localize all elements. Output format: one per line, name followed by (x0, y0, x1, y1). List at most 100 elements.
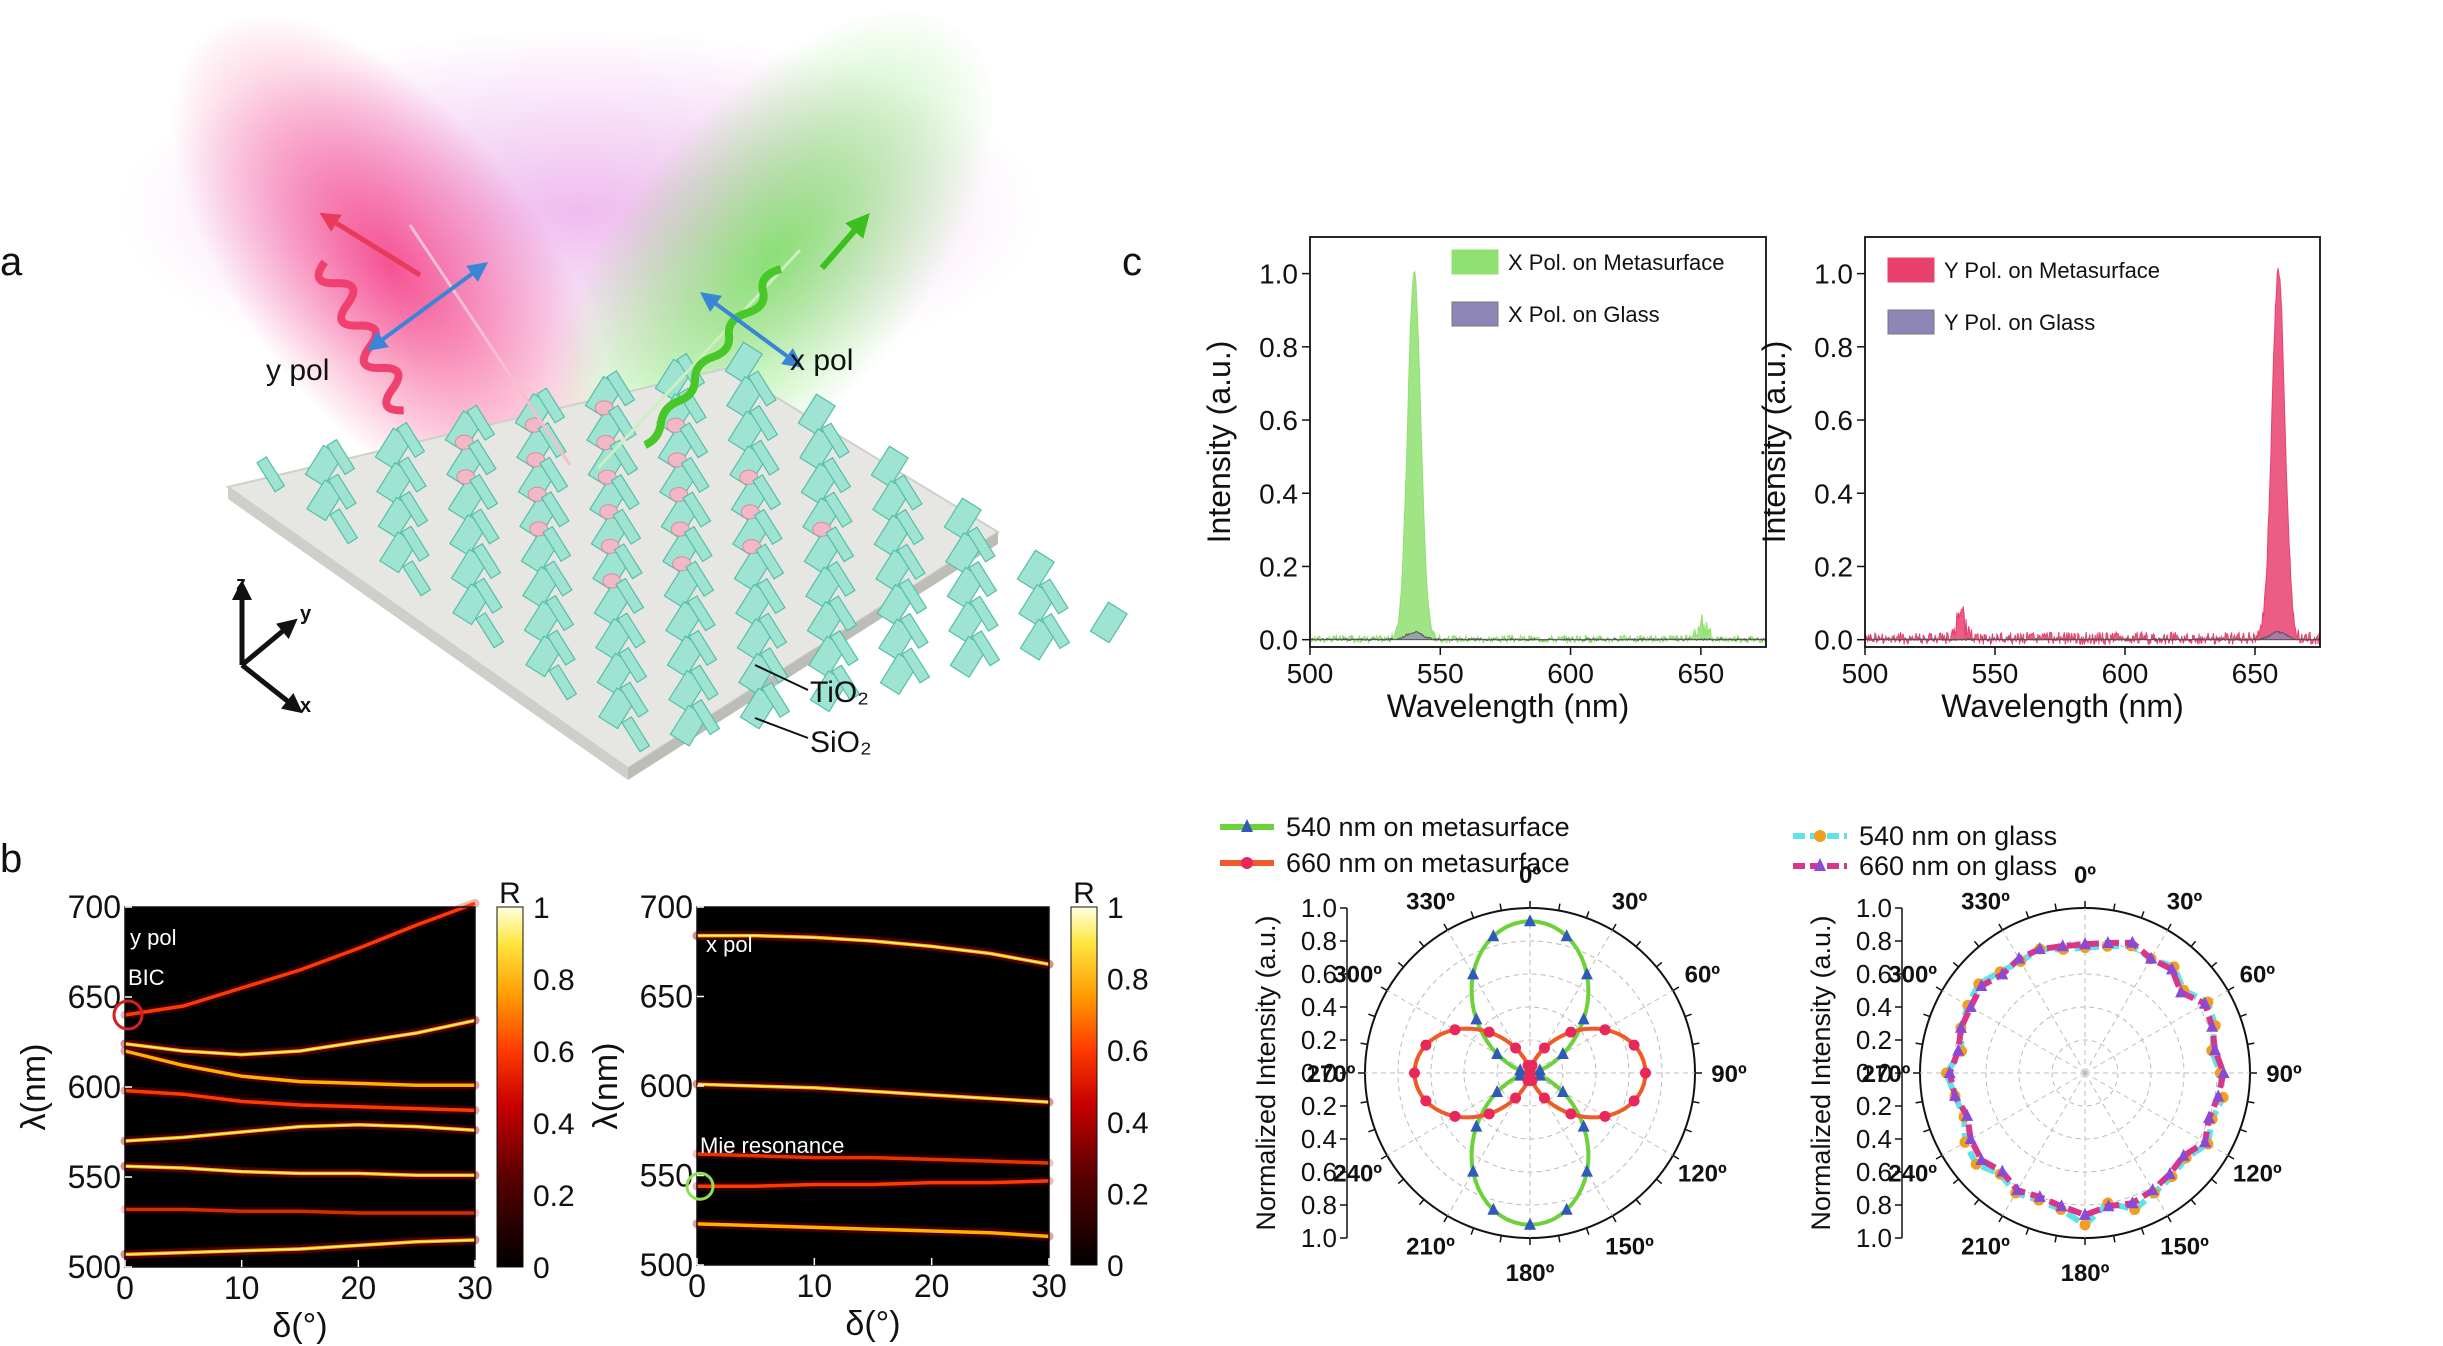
x-tick-label: 650 (1677, 658, 1724, 689)
polar-tick (1923, 1013, 1931, 1018)
polar-marker (1996, 967, 2009, 980)
heatmap-band-core (124, 1124, 476, 1142)
angle-label: 240º (1888, 1161, 1937, 1188)
angle-label: 300º (1888, 962, 1937, 989)
tio2-pointer (754, 664, 809, 691)
polar-marker (2033, 941, 2046, 954)
polar-tick (1692, 1042, 1700, 1046)
tio2-label: TiO₂ (810, 676, 869, 709)
polar-marker (1514, 1063, 1527, 1076)
tio2-pillar (822, 456, 852, 494)
colorbar (496, 906, 524, 1268)
polar-marker (1483, 1108, 1495, 1120)
tio2-pillar (536, 387, 566, 424)
y-tick-label: 550 (640, 1158, 693, 1194)
heatmap-band (697, 1179, 1050, 1188)
radial-tick-label: 0.0 (1301, 1058, 1337, 1088)
angle-label: 150º (1605, 1233, 1654, 1260)
polar-marker (1533, 1068, 1546, 1081)
tio2-pillar (893, 474, 923, 511)
radial-tick-label: 0.2 (1301, 1025, 1337, 1055)
polar-tick (2190, 940, 2197, 948)
angle-label: 330º (1961, 889, 2010, 916)
polar-tick (1655, 961, 1663, 968)
angle-label: 120º (2233, 1161, 2282, 1188)
legend-label: 540 nm on glass (1859, 821, 2057, 851)
polar-tick (1499, 903, 1503, 911)
y-tick-label: 500 (68, 1249, 121, 1285)
polar-marker (1628, 1095, 1640, 1107)
legend-label: Y Pol. on Glass (1944, 310, 2095, 335)
polar-tick (2054, 1235, 2058, 1243)
plot-frame (1864, 236, 2321, 648)
polar-marker (1565, 1108, 1577, 1120)
tio2-pillar (969, 595, 999, 632)
angle-label: 120º (1678, 1161, 1727, 1188)
polar-tick (2054, 903, 2058, 911)
polar-marker (2145, 951, 2157, 964)
polar-tick (1611, 1215, 1617, 1223)
y-axis-arrow (240, 618, 298, 667)
heatmap-band (696, 1222, 1050, 1239)
polar-marker (1640, 1067, 1651, 1079)
tio2-pillar (901, 647, 931, 684)
polar-grid-spoke (2084, 929, 2168, 1074)
tio2-pillar (755, 543, 785, 580)
tio2-pillar (1089, 601, 1128, 644)
y-tick-label: 0.2 (1259, 551, 1298, 582)
tio2-pillar (683, 525, 713, 563)
colorbar-tick-label: 1 (533, 892, 550, 925)
polar-tick (1397, 1178, 1405, 1185)
x-tick-label: 500 (1287, 658, 1334, 689)
x-tick-label: 20 (341, 1270, 377, 1306)
polar-tick (1635, 1198, 1642, 1206)
polar-tick (1368, 1013, 1376, 1018)
polar-tick (1973, 940, 1980, 948)
polar-marker (1565, 1026, 1577, 1038)
y-pol-label: y pol (266, 354, 329, 387)
legend-label: 540 nm on metasurface (1286, 812, 1570, 842)
x-tick-label: 600 (2102, 658, 2149, 689)
legend-swatch (1887, 257, 1935, 283)
y-tick-label: 0.8 (1259, 332, 1298, 363)
polar-marker (1420, 1095, 1432, 1107)
radial-tick-label: 0.0 (1856, 1058, 1892, 1088)
tio2-pillar (943, 497, 982, 540)
tio2-pillar (828, 595, 858, 632)
polar-tick (1470, 1227, 1475, 1235)
tio2-pillar (542, 525, 572, 563)
tio2-pillar (399, 490, 429, 528)
polar-marker (2055, 1199, 2068, 1212)
polar-marker (1964, 1000, 1977, 1012)
colorbar-tick-label: 0.4 (1107, 1107, 1149, 1140)
radial-tick-label: 0.6 (1856, 959, 1892, 989)
tio2-pillar (329, 508, 359, 545)
polar-marker (1961, 1108, 1974, 1121)
polar-tick (1557, 1235, 1561, 1243)
tio2-pillar (826, 560, 856, 598)
angle-label: 30º (2167, 889, 2203, 916)
polar-marker (2033, 1190, 2046, 1203)
tio2-pillar (686, 595, 716, 632)
z-axis-label: z (236, 573, 246, 595)
colorbar-tick-label: 0.6 (1107, 1035, 1149, 1068)
colorbar-label: R (1073, 877, 1095, 910)
tio2-pillar (607, 404, 637, 442)
polar-marker (1996, 1164, 2009, 1177)
radial-tick-label: 1.0 (1856, 1223, 1892, 1253)
polar-marker (2217, 1066, 2230, 1078)
angle-label: 90º (1711, 1061, 1747, 1088)
angle-label: 300º (1333, 962, 1382, 989)
spectrum-y-pol: 500 550 600 650 0.0 0.2 0.4 0.6 0.8 1.0 Wavelength… (1756, 236, 2322, 724)
y-tick-label: 0.6 (1259, 405, 1298, 436)
polar-marker (1538, 1042, 1550, 1054)
tio2-pillar (612, 508, 642, 545)
polar-marker (2206, 1019, 2219, 1032)
tio2-pillar (1039, 578, 1069, 615)
polar-marker (1522, 1060, 1534, 1072)
polar-marker (2165, 962, 2178, 975)
radial-tick-label: 1.0 (1856, 893, 1892, 923)
legend-label: 660 nm on metasurface (1286, 848, 1570, 878)
radial-tick-label: 0.8 (1301, 1190, 1337, 1220)
radial-tick-label: 0.6 (1301, 1157, 1337, 1187)
